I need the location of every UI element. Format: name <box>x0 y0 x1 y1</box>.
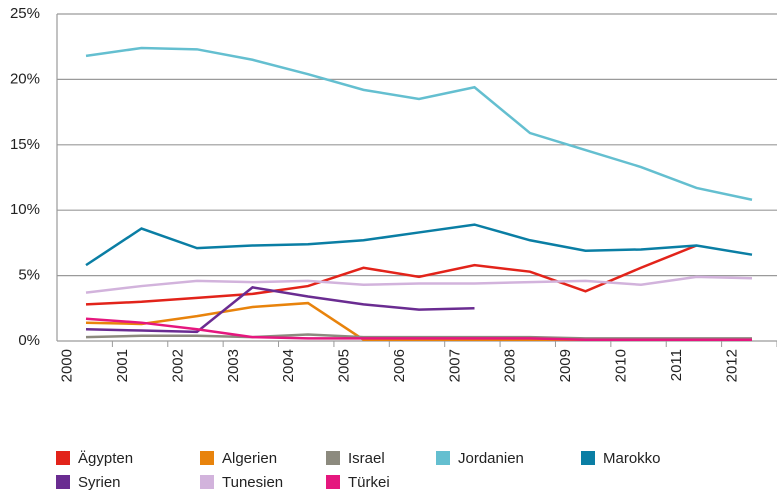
legend-label: Israel <box>348 450 385 467</box>
y-tick-label: 10% <box>10 201 40 218</box>
series-line <box>85 317 752 341</box>
legend-swatch <box>326 475 340 489</box>
series-line <box>85 46 753 201</box>
series-line <box>85 333 752 340</box>
legend-swatch <box>581 451 595 465</box>
legend-swatch <box>436 451 450 465</box>
y-tick-label: 20% <box>10 70 40 87</box>
legend-swatch <box>200 475 214 489</box>
series-line <box>85 223 753 267</box>
x-tick-label: 2012 <box>723 349 740 382</box>
x-tick-label: 2004 <box>280 349 297 382</box>
legend-label: Algerien <box>222 450 277 467</box>
legend-swatch <box>326 451 340 465</box>
x-tick-label: 2008 <box>502 349 519 382</box>
x-tick-label: 2002 <box>169 349 186 382</box>
y-tick-label: 5% <box>18 267 40 284</box>
x-tick-label: 2000 <box>59 349 76 382</box>
y-tick-label: 0% <box>18 332 40 349</box>
y-tick-label: 25% <box>10 5 40 22</box>
legend-label: Ägypten <box>78 450 133 467</box>
series-line <box>85 286 475 334</box>
x-tick-label: 2003 <box>225 349 242 382</box>
legend-swatch <box>56 451 70 465</box>
legend-swatch <box>200 451 214 465</box>
y-tick-label: 15% <box>10 136 40 153</box>
legend-label: Syrien <box>78 474 121 491</box>
x-tick-label: 2011 <box>668 349 685 381</box>
x-tick-label: 2007 <box>446 349 463 382</box>
legend-label: Jordanien <box>458 450 524 467</box>
x-tick-label: 2001 <box>114 349 131 382</box>
series-line <box>85 275 753 294</box>
x-tick-label: 2005 <box>336 349 353 382</box>
series-line <box>85 244 697 306</box>
x-tick-label: 2010 <box>613 349 630 382</box>
x-tick-label: 2009 <box>557 349 574 382</box>
legend-label: Marokko <box>603 450 661 467</box>
legend-label: Tunesien <box>222 474 283 491</box>
legend-label: Türkei <box>348 474 390 491</box>
legend-swatch <box>56 475 70 489</box>
x-tick-label: 2006 <box>391 349 408 382</box>
